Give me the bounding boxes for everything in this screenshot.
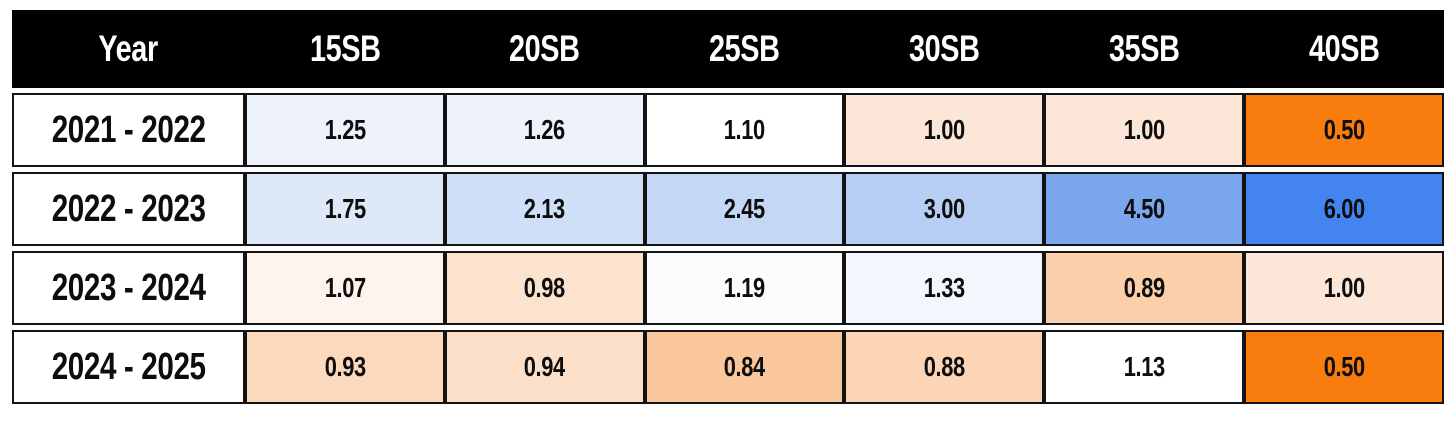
value-label: 4.50 bbox=[1123, 193, 1165, 224]
header-cell-40sb: 40SB bbox=[1244, 10, 1444, 88]
value-label: 0.50 bbox=[1323, 114, 1365, 145]
header-label: 30SB bbox=[909, 28, 980, 69]
value-label: 2.13 bbox=[524, 193, 566, 224]
table-row: 2023 - 2024 1.07 0.98 1.19 1.33 0.89 1.00 bbox=[12, 251, 1444, 325]
table-row: 2022 - 2023 1.75 2.13 2.45 3.00 4.50 6.00 bbox=[12, 172, 1444, 246]
table-row: 2021 - 2022 1.25 1.26 1.10 1.00 1.00 0.50 bbox=[12, 93, 1444, 167]
year-cell: 2022 - 2023 bbox=[12, 172, 245, 246]
header-cell-year: Year bbox=[12, 10, 245, 88]
value-cell: 6.00 bbox=[1244, 172, 1444, 246]
value-label: 0.88 bbox=[923, 351, 965, 382]
header-label: 35SB bbox=[1108, 28, 1180, 69]
value-cell: 0.89 bbox=[1044, 251, 1245, 325]
value-label: 0.93 bbox=[324, 351, 366, 382]
value-label: 1.10 bbox=[724, 114, 765, 145]
value-cell: 0.50 bbox=[1244, 330, 1444, 404]
header-label: 20SB bbox=[509, 28, 580, 69]
value-label: 1.33 bbox=[923, 272, 965, 303]
value-label: 1.00 bbox=[1323, 272, 1365, 303]
value-cell: 2.45 bbox=[644, 172, 845, 246]
value-label: 1.75 bbox=[324, 193, 366, 224]
header-cell-30sb: 30SB bbox=[844, 10, 1045, 88]
value-cell: 2.13 bbox=[444, 172, 645, 246]
year-cell: 2023 - 2024 bbox=[12, 251, 245, 325]
value-label: 6.00 bbox=[1323, 193, 1365, 224]
year-label: 2021 - 2022 bbox=[51, 108, 206, 151]
year-label: 2023 - 2024 bbox=[51, 266, 206, 309]
value-cell: 0.50 bbox=[1244, 93, 1444, 167]
value-label: 1.13 bbox=[1123, 351, 1165, 382]
header-cell-15sb: 15SB bbox=[244, 10, 445, 88]
value-cell: 0.98 bbox=[444, 251, 645, 325]
value-cell: 0.88 bbox=[844, 330, 1045, 404]
value-cell: 1.00 bbox=[1044, 93, 1245, 167]
sb-heatmap-table: Year 15SB 20SB 25SB 30SB 35SB 40SB 2021 - 202… bbox=[12, 5, 1444, 409]
header-cell-20sb: 20SB bbox=[444, 10, 645, 88]
value-cell: 1.10 bbox=[644, 93, 845, 167]
value-cell: 0.84 bbox=[644, 330, 845, 404]
value-label: 0.89 bbox=[1123, 272, 1165, 303]
value-label: 1.26 bbox=[524, 114, 566, 145]
value-cell: 1.75 bbox=[244, 172, 445, 246]
value-cell: 1.26 bbox=[444, 93, 645, 167]
value-label: 1.19 bbox=[724, 272, 765, 303]
header-label: 15SB bbox=[309, 28, 381, 69]
header-label: 25SB bbox=[709, 28, 780, 69]
value-label: 0.50 bbox=[1323, 351, 1365, 382]
heatmap-table-page: Year 15SB 20SB 25SB 30SB 35SB 40SB 2021 - 202… bbox=[12, 5, 1444, 409]
value-label: 0.98 bbox=[524, 272, 566, 303]
header-label: 40SB bbox=[1308, 28, 1380, 69]
value-label: 3.00 bbox=[923, 193, 965, 224]
table-header: Year 15SB 20SB 25SB 30SB 35SB 40SB bbox=[12, 10, 1444, 88]
value-cell: 1.19 bbox=[644, 251, 845, 325]
header-cell-25sb: 25SB bbox=[644, 10, 845, 88]
year-label: 2024 - 2025 bbox=[51, 345, 206, 388]
value-cell: 1.33 bbox=[844, 251, 1045, 325]
value-cell: 0.93 bbox=[244, 330, 445, 404]
year-label: 2022 - 2023 bbox=[51, 187, 206, 230]
value-cell: 1.00 bbox=[1244, 251, 1444, 325]
value-label: 0.94 bbox=[524, 351, 566, 382]
value-cell: 0.94 bbox=[444, 330, 645, 404]
value-cell: 1.25 bbox=[244, 93, 445, 167]
value-label: 1.25 bbox=[324, 114, 366, 145]
value-label: 1.00 bbox=[1123, 114, 1165, 145]
year-cell: 2024 - 2025 bbox=[12, 330, 245, 404]
value-label: 2.45 bbox=[724, 193, 765, 224]
value-label: 1.07 bbox=[324, 272, 366, 303]
header-year-label: Year bbox=[98, 28, 159, 69]
header-row: Year 15SB 20SB 25SB 30SB 35SB 40SB bbox=[12, 10, 1444, 88]
value-label: 1.00 bbox=[923, 114, 965, 145]
table-body: 2021 - 2022 1.25 1.26 1.10 1.00 1.00 0.50 2022 … bbox=[12, 93, 1444, 404]
year-cell: 2021 - 2022 bbox=[12, 93, 245, 167]
value-label: 0.84 bbox=[724, 351, 765, 382]
value-cell: 3.00 bbox=[844, 172, 1045, 246]
header-cell-35sb: 35SB bbox=[1044, 10, 1245, 88]
table-row: 2024 - 2025 0.93 0.94 0.84 0.88 1.13 0.50 bbox=[12, 330, 1444, 404]
value-cell: 4.50 bbox=[1044, 172, 1245, 246]
value-cell: 1.13 bbox=[1044, 330, 1245, 404]
value-cell: 1.00 bbox=[844, 93, 1045, 167]
value-cell: 1.07 bbox=[244, 251, 445, 325]
